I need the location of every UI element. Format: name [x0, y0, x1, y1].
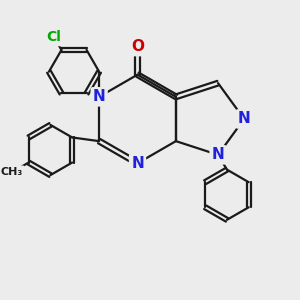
- Text: N: N: [131, 156, 144, 171]
- Text: N: N: [93, 89, 106, 104]
- Text: Cl: Cl: [46, 30, 62, 44]
- Text: N: N: [238, 112, 250, 127]
- Text: N: N: [212, 147, 224, 162]
- Text: O: O: [131, 39, 144, 54]
- Text: CH₃: CH₃: [1, 167, 23, 177]
